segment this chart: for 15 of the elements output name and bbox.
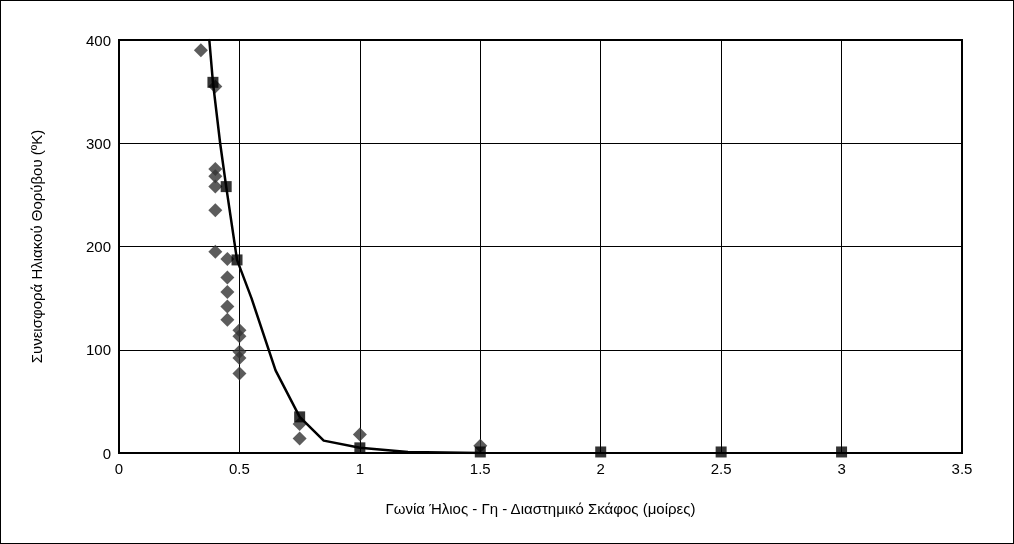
- y-axis-title: Συνεισφορά Ηλιακού Θορύβου (ºK): [28, 129, 45, 364]
- y-tick-label: 100: [85, 341, 111, 359]
- x-tick-label: 1.5: [469, 460, 491, 477]
- x-tick-label: 2: [596, 460, 605, 477]
- x-axis-title: Γωνία Ήλιος - Γη - Διαστημικό Σκάφος (μοίρες): [385, 500, 696, 517]
- x-tick-label: 3.5: [951, 460, 973, 477]
- x-tick-label: 1: [355, 460, 365, 477]
- y-tick-label: 200: [85, 238, 111, 255]
- x-tick-label: 3: [837, 460, 846, 477]
- x-tick-label: 0: [114, 460, 124, 477]
- y-tick-label: 300: [85, 134, 111, 152]
- x-tick-label: 2.5: [710, 460, 732, 477]
- y-tick-label: 400: [85, 31, 111, 49]
- y-tick-label: 0: [102, 444, 111, 462]
- x-tick-label: 0.5: [229, 460, 250, 477]
